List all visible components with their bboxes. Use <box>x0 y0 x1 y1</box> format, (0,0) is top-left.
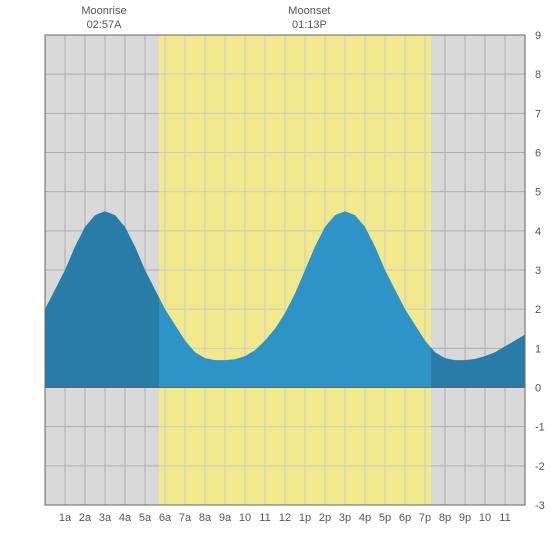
chart-svg: 1a2a3a4a5a6a7a8a9a1011121p2p3p4p5p6p7p8p… <box>0 0 550 550</box>
y-tick-label: 9 <box>535 30 541 42</box>
x-tick-label: 11 <box>499 512 510 524</box>
y-tick-label: 7 <box>535 108 541 120</box>
tide-chart: 1a2a3a4a5a6a7a8a9a1011121p2p3p4p5p6p7p8p… <box>0 0 550 550</box>
y-tick-label: 6 <box>535 148 541 160</box>
y-tick-label: -2 <box>535 461 545 473</box>
x-tick-label: 3a <box>99 512 112 524</box>
x-tick-label: 7p <box>419 512 431 524</box>
x-tick-label: 6a <box>159 512 172 524</box>
x-tick-label: 5a <box>139 512 152 524</box>
x-tick-label: 4p <box>359 512 371 524</box>
y-tick-label: -3 <box>535 500 545 512</box>
x-tick-label: 2a <box>79 512 92 524</box>
x-tick-label: 1p <box>299 512 311 524</box>
x-tick-label: 3p <box>339 512 351 524</box>
y-tick-label: 5 <box>535 187 541 199</box>
y-tick-label: 8 <box>535 69 541 81</box>
x-tick-label: 8a <box>199 512 212 524</box>
x-tick-label: 4a <box>119 512 132 524</box>
x-tick-label: 9a <box>219 512 232 524</box>
x-tick-label: 8p <box>439 512 451 524</box>
x-tick-label: 5p <box>379 512 391 524</box>
x-tick-label: 7a <box>179 512 192 524</box>
x-tick-label: 2p <box>319 512 331 524</box>
y-tick-label: 4 <box>535 226 541 238</box>
y-tick-label: 2 <box>535 304 541 316</box>
x-tick-label: 9p <box>459 512 471 524</box>
x-tick-label: 1a <box>59 512 72 524</box>
y-tick-label: -1 <box>535 422 545 434</box>
x-tick-label: 10 <box>479 512 491 524</box>
x-tick-label: 6p <box>399 512 411 524</box>
y-tick-label: 0 <box>535 383 541 395</box>
y-tick-label: 3 <box>535 265 541 277</box>
y-tick-label: 1 <box>535 343 541 355</box>
x-tick-label: 10 <box>239 512 251 524</box>
x-tick-label: 12 <box>279 512 291 524</box>
x-tick-label: 11 <box>259 512 270 524</box>
